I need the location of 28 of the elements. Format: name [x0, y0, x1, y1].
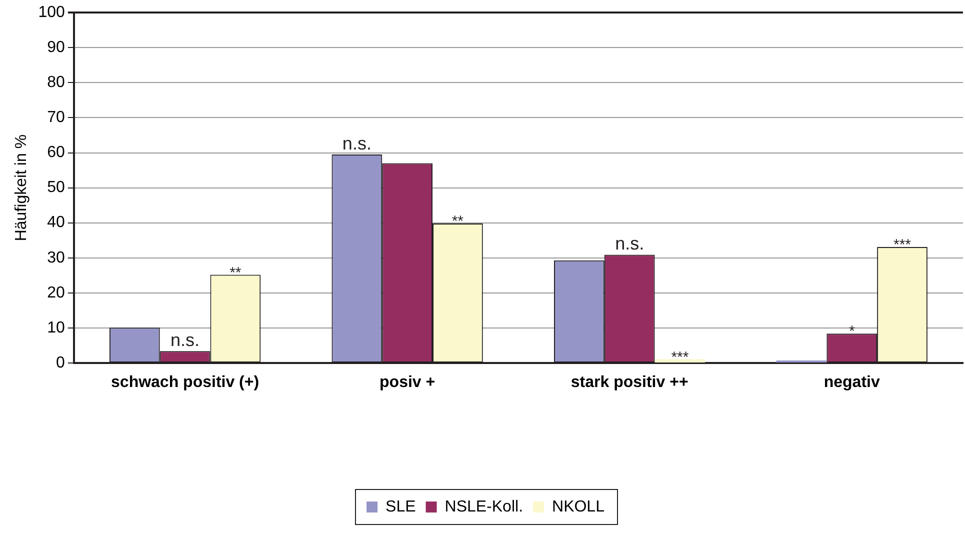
y-axis-title: Häufigkeit in %: [13, 134, 30, 242]
y-tick-label: 0: [56, 354, 65, 372]
annotation: ***: [893, 236, 912, 254]
x-tick-label: posiv +: [380, 374, 436, 392]
y-tick-label: 50: [47, 179, 65, 196]
y-tick-label: 10: [47, 319, 65, 336]
x-tick-label: negativ: [824, 374, 880, 392]
annotation: ***: [671, 348, 689, 366]
y-tick-label: 60: [47, 144, 65, 162]
annotation: n.s.: [342, 133, 372, 154]
y-tick-label: 40: [47, 214, 65, 232]
legend-label: NSLE-Koll.: [444, 498, 524, 516]
annotation: *: [848, 323, 855, 340]
annotation: **: [230, 264, 242, 282]
annotation: n.s.: [170, 330, 200, 350]
y-tick-label: 20: [47, 284, 65, 302]
annotation: **: [452, 213, 464, 230]
y-tick-label: 90: [47, 39, 65, 56]
legend-label: NKOLL: [552, 498, 605, 516]
x-tick-label: schwach positiv (+): [111, 374, 260, 392]
x-tick-label: stark positiv ++: [570, 374, 688, 392]
bar: [654, 359, 706, 362]
y-tick-label: 80: [47, 74, 65, 92]
y-tick-label: 70: [47, 109, 65, 126]
y-tick-label: 100: [38, 4, 65, 22]
annotation: n.s.: [615, 234, 644, 254]
legend-label: SLE: [386, 498, 416, 516]
y-tick-label: 30: [47, 249, 65, 266]
